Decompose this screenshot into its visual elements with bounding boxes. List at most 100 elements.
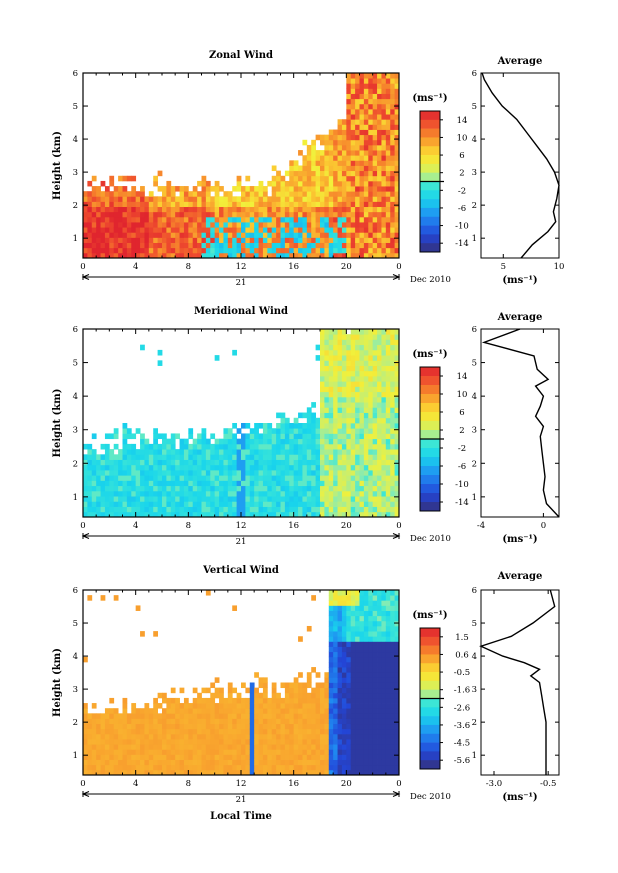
heatmap-cell	[341, 697, 347, 704]
heatmap-cell	[192, 201, 198, 208]
heatmap-cell	[381, 407, 387, 413]
heatmap-cell	[377, 443, 382, 450]
heatmap-cell	[390, 407, 396, 413]
heatmap-cell	[385, 222, 391, 228]
heatmap-cell	[262, 232, 268, 238]
heatmap-cell	[350, 475, 356, 481]
heatmap-cell	[109, 242, 115, 249]
heatmap-cell	[236, 749, 242, 755]
heatmap-cell	[179, 744, 185, 750]
heatmap-cell	[328, 402, 334, 408]
heatmap-cell	[324, 242, 330, 249]
heatmap-cell	[394, 365, 400, 372]
heatmap-cell	[377, 697, 382, 704]
heatmap-cell	[337, 196, 343, 202]
x-tick-label: 20	[341, 521, 352, 531]
heatmap-cell	[368, 144, 374, 151]
heatmap-cell	[241, 454, 246, 460]
heatmap-cell	[359, 631, 365, 637]
heatmap-cell	[394, 661, 400, 668]
heatmap-cell	[232, 723, 238, 730]
heatmap-cell	[223, 206, 229, 213]
heatmap-cell	[197, 697, 202, 704]
heatmap-cell	[355, 661, 360, 668]
heatmap-cell	[280, 247, 286, 254]
heatmap-cell	[394, 381, 400, 387]
heatmap-cell	[227, 252, 233, 259]
heatmap-cell	[122, 433, 128, 440]
heatmap-cell	[87, 252, 93, 259]
heatmap-cell	[183, 242, 189, 249]
heatmap-cell	[267, 216, 273, 223]
heatmap-cell	[324, 175, 330, 182]
heatmap-cell	[83, 759, 88, 766]
heatmap-cell	[140, 232, 145, 238]
heatmap-cell	[153, 438, 159, 445]
heatmap-cell	[337, 754, 343, 760]
heatmap-cell	[346, 160, 352, 166]
heatmap-cell	[109, 449, 115, 455]
heatmap-cell	[341, 412, 347, 419]
heatmap-cell	[341, 381, 347, 387]
heatmap-cell	[302, 206, 308, 213]
heatmap-cell	[276, 739, 281, 745]
heatmap-cell	[306, 723, 312, 730]
heatmap-cell	[368, 646, 374, 653]
heatmap-cell	[162, 470, 167, 476]
heatmap-cell	[153, 733, 159, 740]
heatmap-cell	[183, 475, 189, 481]
heatmap-cell	[232, 605, 238, 611]
heatmap-cell	[157, 186, 163, 192]
heatmap-cell	[179, 749, 185, 755]
heatmap-cell	[166, 191, 172, 197]
heatmap-cell	[236, 475, 242, 481]
heatmap-cell	[372, 449, 378, 455]
heatmap-cell	[192, 718, 198, 725]
heatmap-cell	[289, 423, 295, 429]
heatmap-cell	[87, 764, 93, 771]
heatmap-cell	[337, 237, 343, 243]
heatmap-cell	[320, 739, 325, 745]
heatmap-cell	[372, 641, 378, 647]
heatmap-cell	[346, 449, 352, 455]
heatmap-cell	[381, 636, 387, 642]
heatmap-cell	[126, 464, 132, 471]
heatmap-cell	[298, 490, 303, 497]
heatmap-cell	[170, 206, 176, 213]
heatmap-cell	[298, 433, 303, 440]
heatmap-cell	[232, 232, 238, 238]
heatmap-cell	[232, 733, 238, 740]
heatmap-cell	[315, 728, 321, 735]
heatmap-cell	[104, 186, 110, 192]
heatmap-cell	[249, 739, 255, 745]
heatmap-cell	[280, 252, 286, 259]
heatmap-cell	[118, 216, 123, 223]
heatmap-cell	[162, 723, 167, 730]
heatmap-cell	[135, 206, 141, 213]
heatmap-cell	[276, 496, 281, 502]
heatmap-cell	[271, 438, 277, 445]
heatmap-cell	[223, 237, 229, 243]
heatmap-cell	[293, 459, 299, 466]
heatmap-cell	[232, 459, 238, 466]
heatmap-cell	[341, 605, 347, 611]
heatmap-cell	[170, 485, 176, 492]
heatmap-cell	[276, 252, 281, 259]
heatmap-cell	[87, 211, 93, 218]
heatmap-cell	[122, 232, 128, 238]
heatmap-cell	[320, 365, 325, 372]
heatmap-cell	[236, 718, 242, 725]
heatmap-cell	[385, 196, 391, 202]
heatmap-cell	[359, 355, 365, 361]
heatmap-cell	[394, 396, 400, 403]
heatmap-cell	[328, 386, 334, 393]
heatmap-cell	[328, 754, 334, 760]
heatmap-cell	[315, 252, 321, 259]
heatmap-cell	[350, 227, 356, 233]
heatmap-cell	[241, 496, 246, 502]
heatmap-cell	[324, 438, 330, 445]
heatmap-cell	[100, 180, 106, 187]
y-tick-label: 1	[73, 751, 78, 761]
heatmap-cell	[385, 682, 391, 689]
heatmap-cell	[377, 144, 382, 151]
